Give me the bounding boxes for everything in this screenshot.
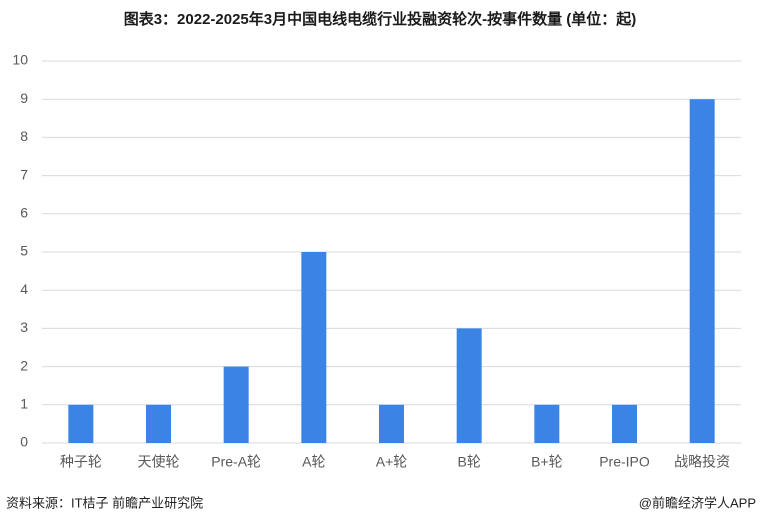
y-tick-label: 1 xyxy=(20,396,28,412)
y-tick-label: 5 xyxy=(20,243,28,259)
bar xyxy=(456,328,482,443)
bar xyxy=(68,404,94,443)
bar xyxy=(612,404,637,443)
x-tick-label: B轮 xyxy=(457,454,480,470)
y-tick-label: 4 xyxy=(20,281,28,297)
bar xyxy=(689,99,715,443)
chart-title: 图表3：2022-2025年3月中国电线电缆行业投融资轮次-按事件数量 (单位：… xyxy=(124,10,637,28)
x-tick-label: B+轮 xyxy=(531,454,563,470)
x-tick-label: Pre-A轮 xyxy=(211,454,261,470)
x-tick-label: A+轮 xyxy=(376,454,408,470)
x-tick-label: A轮 xyxy=(302,454,325,470)
y-tick-label: 7 xyxy=(20,166,28,182)
y-tick-label: 2 xyxy=(20,357,28,373)
bar xyxy=(223,366,249,443)
y-tick-label: 9 xyxy=(20,90,28,106)
bar xyxy=(534,404,560,443)
bar xyxy=(146,404,171,443)
y-tick-label: 0 xyxy=(20,434,28,450)
x-tick-label: 战略投资 xyxy=(674,454,730,470)
y-tick-label: 6 xyxy=(20,205,28,221)
y-tick-label: 8 xyxy=(20,128,28,144)
x-tick-label: 种子轮 xyxy=(60,454,102,470)
credit: @前瞻经济学人APP xyxy=(639,495,756,510)
y-tick-label: 10 xyxy=(12,52,28,68)
source-note: 资料来源：IT桔子 前瞻产业研究院 xyxy=(6,495,203,510)
x-tick-label: 天使轮 xyxy=(138,454,180,470)
bar xyxy=(301,252,327,443)
y-tick-label: 3 xyxy=(20,319,28,335)
x-tick-label: Pre-IPO xyxy=(599,454,650,470)
bar xyxy=(379,404,404,443)
